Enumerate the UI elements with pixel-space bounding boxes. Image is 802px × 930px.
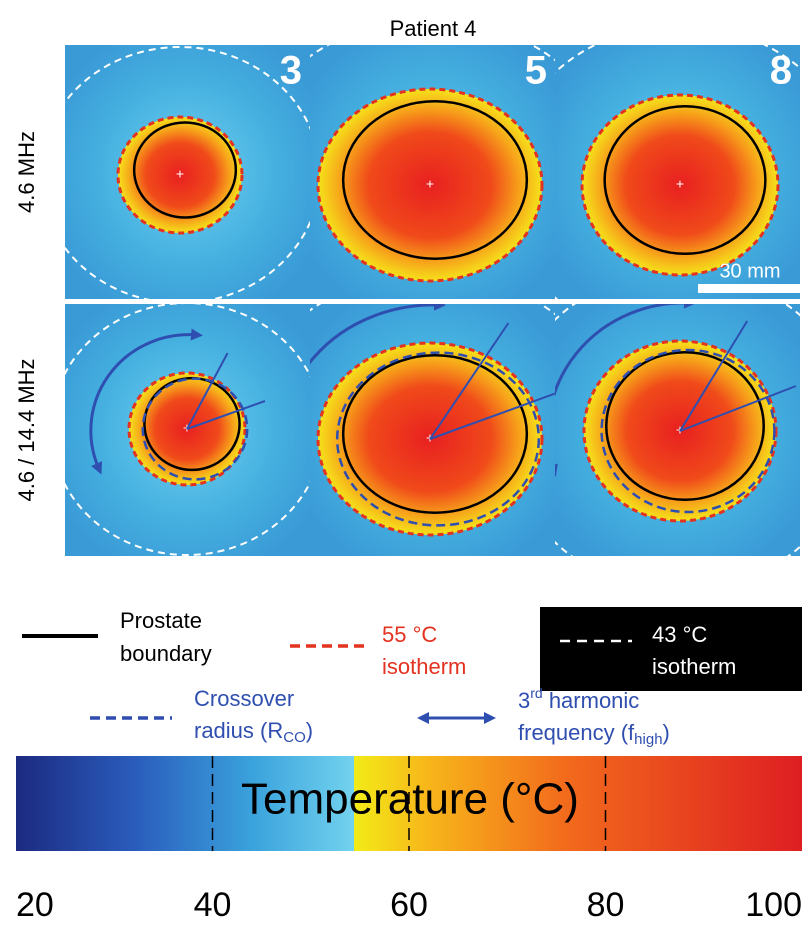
colorbar-tick-label: 80 [587, 886, 625, 924]
scale-bar [698, 284, 800, 293]
legend-label: radius (RCO) [194, 718, 313, 746]
panels: +3+5+8+++ [40, 19, 802, 605]
legend-superscript: rd [530, 685, 542, 701]
row-label: 4.6 / 14.4 MHz [14, 358, 39, 501]
panel-number: 8 [770, 49, 792, 93]
legend-label: boundary [120, 641, 212, 666]
legend-text: ) [663, 720, 670, 745]
colorbar-tick-label: 20 [16, 886, 54, 924]
legend-text: ) [306, 718, 313, 743]
legend-text: radius (R [194, 718, 283, 743]
legend-label: 43 °C [652, 622, 707, 647]
panel-number: 3 [280, 49, 302, 93]
colorbar-tick-label: 60 [390, 886, 428, 924]
figure-title: Patient 4 [390, 16, 477, 41]
legend-label: 3rd harmonic [518, 685, 639, 713]
legend-label: Prostate [120, 608, 202, 633]
legend-text: frequency (f [518, 720, 635, 745]
legend-label: Crossover [194, 686, 294, 711]
legend-label: 55 °C [382, 622, 437, 647]
colorbar-tick-label: 100 [745, 886, 802, 924]
colorbar-label: Temperature (°C) [241, 775, 579, 824]
center-marker: + [176, 166, 184, 182]
legend-subscript: high [634, 731, 662, 748]
legend-text: harmonic [543, 688, 640, 713]
legend-text: 3 [518, 688, 530, 713]
scale-bar-label: 30 mm [719, 260, 780, 282]
thermal-map: + [51, 303, 323, 556]
legend-label: frequency (fhigh) [518, 720, 670, 748]
row-label: 4.6 MHz [14, 131, 39, 213]
legend-label: isotherm [652, 654, 736, 679]
legend-subscript: CO [283, 729, 306, 746]
thermal-map: +3 [40, 45, 320, 303]
panel-number: 5 [525, 49, 547, 93]
figure: Patient 4 4.6 MHz 4.6 / 14.4 MHz +3+5+8+… [0, 0, 802, 930]
legend-label: isotherm [382, 654, 466, 679]
colorbar-tick-label: 40 [194, 886, 232, 924]
center-marker: + [676, 176, 684, 192]
center-marker: + [426, 176, 434, 192]
